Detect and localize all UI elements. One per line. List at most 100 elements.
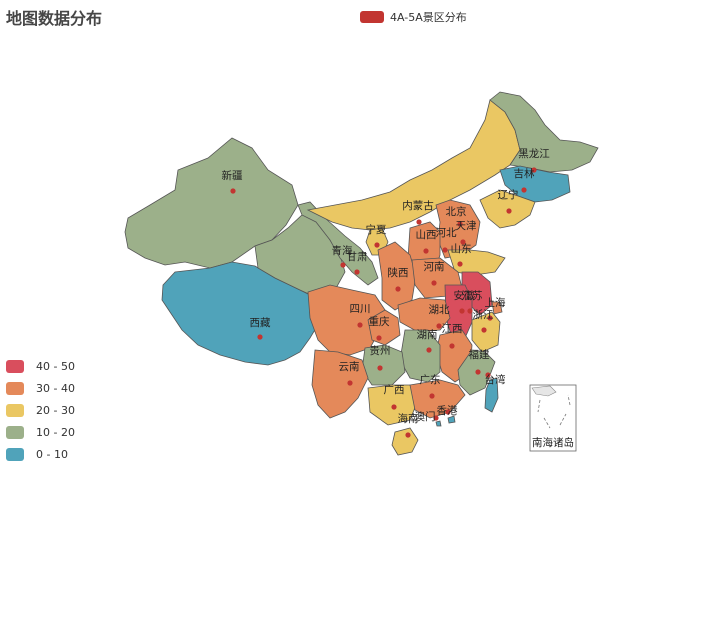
province-20[interactable] xyxy=(397,297,451,333)
scenic-marker[interactable] xyxy=(391,404,397,410)
scenic-marker[interactable] xyxy=(445,409,451,415)
scenic-marker[interactable] xyxy=(230,188,236,194)
scenic-marker[interactable] xyxy=(354,269,360,275)
province-label: 贵州 xyxy=(370,344,391,357)
visual-map-swatch xyxy=(6,425,24,439)
scenic-marker[interactable] xyxy=(467,308,473,314)
province-18[interactable] xyxy=(491,301,503,315)
province-label: 辽宁 xyxy=(498,188,519,201)
visual-map-label: 40 - 50 xyxy=(36,359,75,373)
scenic-marker[interactable] xyxy=(506,208,512,214)
scenic-marker[interactable] xyxy=(485,372,491,378)
series-legend[interactable]: 4A-5A景区分布 xyxy=(360,9,467,25)
visual-map-swatch xyxy=(6,447,24,461)
province-label: 广东 xyxy=(420,373,441,386)
province-label: 浙江 xyxy=(473,309,494,321)
province-label: 青海 xyxy=(332,244,353,257)
province-label: 北京 xyxy=(446,205,467,218)
scenic-marker[interactable] xyxy=(475,369,481,375)
scenic-marker[interactable] xyxy=(442,247,448,253)
province-label: 云南 xyxy=(339,360,360,373)
province-label: 河南 xyxy=(424,260,445,273)
scenic-spot-markers xyxy=(230,167,537,438)
province-label: 江西 xyxy=(442,323,463,335)
province-label: 福建 xyxy=(469,348,490,361)
scenic-marker[interactable] xyxy=(416,219,422,225)
province-31[interactable] xyxy=(484,377,499,413)
scenic-marker[interactable] xyxy=(405,432,411,438)
visual-map-swatch xyxy=(6,359,24,373)
province-label: 江苏 xyxy=(462,289,483,302)
visual-map-item[interactable]: 10 - 20 xyxy=(6,421,75,443)
province-label: 湖南 xyxy=(417,328,438,341)
scenic-marker[interactable] xyxy=(429,393,435,399)
scenic-marker[interactable] xyxy=(433,415,439,421)
province-label: 甘肃 xyxy=(347,250,368,263)
province-label: 河北 xyxy=(436,227,457,239)
province-26[interactable] xyxy=(311,349,369,419)
scenic-marker[interactable] xyxy=(423,248,429,254)
inset-label: 南海诸岛 xyxy=(532,436,574,449)
visual-map-item[interactable]: 0 - 10 xyxy=(6,443,75,465)
scenic-marker[interactable] xyxy=(436,323,442,329)
visual-map-label: 30 - 40 xyxy=(36,381,75,395)
province-1[interactable] xyxy=(161,261,323,366)
province-33[interactable] xyxy=(435,420,442,427)
scenic-marker[interactable] xyxy=(357,322,363,328)
scenic-marker[interactable] xyxy=(374,242,380,248)
visual-map-item[interactable]: 30 - 40 xyxy=(6,377,75,399)
province-label: 宁夏 xyxy=(366,223,387,236)
scenic-marker[interactable] xyxy=(377,365,383,371)
province-32[interactable] xyxy=(447,415,456,424)
scenic-marker[interactable] xyxy=(457,221,463,227)
visual-map-item[interactable]: 40 - 50 xyxy=(6,355,75,377)
scenic-marker[interactable] xyxy=(340,262,346,268)
province-22[interactable] xyxy=(367,309,401,346)
visual-map-item[interactable]: 20 - 30 xyxy=(6,399,75,421)
province-label: 台湾 xyxy=(485,373,506,386)
province-label: 黑龙江 xyxy=(518,147,550,160)
province-label: 湖北 xyxy=(429,304,450,316)
scenic-marker[interactable] xyxy=(257,334,263,340)
visual-map-label: 0 - 10 xyxy=(36,447,68,461)
province-label: 广西 xyxy=(384,384,405,396)
province-13[interactable] xyxy=(377,241,417,311)
visual-map-swatch xyxy=(6,403,24,417)
province-19[interactable] xyxy=(471,311,501,353)
series-legend-swatch xyxy=(360,11,384,23)
province-29[interactable] xyxy=(409,379,466,419)
scenic-marker[interactable] xyxy=(426,347,432,353)
scenic-marker[interactable] xyxy=(431,280,437,286)
scenic-marker[interactable] xyxy=(459,308,465,314)
province-label: 重庆 xyxy=(369,315,390,328)
scenic-marker[interactable] xyxy=(487,315,493,321)
visual-map-label: 10 - 20 xyxy=(36,425,75,439)
scenic-marker[interactable] xyxy=(460,239,466,245)
scenic-marker[interactable] xyxy=(347,380,353,386)
chart-title: 地图数据分布 xyxy=(6,9,103,28)
province-label: 山东 xyxy=(451,242,472,255)
province-3[interactable] xyxy=(297,201,379,286)
scenic-marker[interactable] xyxy=(521,187,527,193)
province-shapes xyxy=(124,91,599,456)
province-label: 山西 xyxy=(416,229,437,241)
province-label: 陕西 xyxy=(388,266,409,279)
province-6[interactable] xyxy=(489,91,599,173)
scenic-marker[interactable] xyxy=(395,286,401,292)
province-label: 西藏 xyxy=(250,317,271,329)
series-legend-label: 4A-5A景区分布 xyxy=(390,11,467,24)
scenic-marker[interactable] xyxy=(457,261,463,267)
visual-map-swatch xyxy=(6,381,24,395)
province-label: 澳门 xyxy=(415,410,436,423)
scenic-marker[interactable] xyxy=(531,167,537,173)
province-label: 香港 xyxy=(437,405,458,417)
scenic-marker[interactable] xyxy=(376,335,382,341)
province-label: 安徽 xyxy=(454,289,475,302)
scenic-marker[interactable] xyxy=(449,343,455,349)
province-30[interactable] xyxy=(391,427,419,456)
scenic-marker[interactable] xyxy=(481,327,487,333)
province-label: 天津 xyxy=(456,220,477,232)
nine-dash-line xyxy=(537,394,571,429)
